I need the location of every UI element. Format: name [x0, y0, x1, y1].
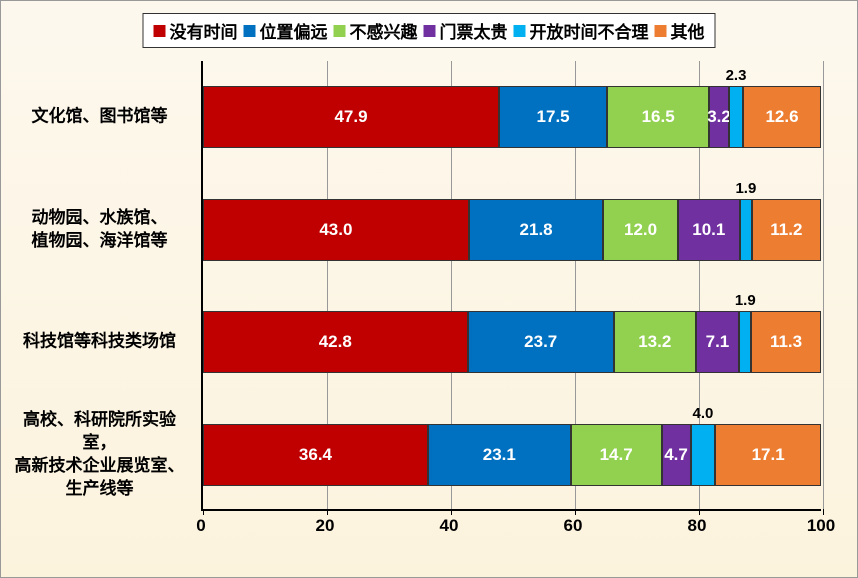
- legend-swatch: [154, 25, 166, 37]
- legend-label: 门票太贵: [440, 18, 508, 43]
- tick-mark: [451, 509, 452, 515]
- bar-segment: 47.9: [203, 86, 499, 148]
- bar-value-label: 36.4: [299, 445, 332, 465]
- bar-value-label: 11.3: [770, 332, 802, 352]
- x-tick-label: 20: [316, 516, 335, 536]
- legend: 没有时间位置偏远不感兴趣门票太贵开放时间不合理其他: [143, 13, 716, 48]
- bar-segment: 12.0: [603, 199, 677, 261]
- bar-segment: 11.2: [752, 199, 821, 261]
- legend-item: 没有时间: [154, 18, 238, 43]
- bar-segment: 13.2: [614, 311, 696, 373]
- category-label: 文化馆、图书馆等: [7, 106, 192, 129]
- bar-segment: 43.0: [203, 199, 469, 261]
- bar-segment: 16.5: [607, 86, 709, 148]
- bar-segment: 3.2: [709, 86, 729, 148]
- bar-segment: 11.3: [751, 311, 821, 373]
- bar-value-label: 12.6: [765, 107, 798, 127]
- bar-segment: 17.1: [715, 424, 821, 486]
- legend-swatch: [334, 25, 346, 37]
- x-tick-label: 80: [688, 516, 707, 536]
- bar-value-label: 42.8: [319, 332, 352, 352]
- bar-segment: 2.3: [729, 86, 743, 148]
- bar-segment: 7.1: [696, 311, 740, 373]
- legend-label: 其他: [671, 18, 705, 43]
- bar-value-label: 43.0: [319, 220, 352, 240]
- bar-row: 43.0 21.8 12.0 10.1 1.9 11.2: [203, 199, 821, 261]
- bar-value-label: 47.9: [334, 107, 367, 127]
- x-tick-label: 0: [196, 516, 205, 536]
- bar-row: 42.8 23.7 13.2 7.1 1.9 11.3: [203, 311, 821, 373]
- bar-segment: 12.6: [743, 86, 821, 148]
- bar-value-label: 23.7: [524, 332, 557, 352]
- x-tick-label: 100: [807, 516, 835, 536]
- legend-swatch: [655, 25, 667, 37]
- bar-value-label: 23.1: [483, 445, 516, 465]
- bar-segment: 4.0: [691, 424, 716, 486]
- bar-value-label: 1.9: [735, 292, 756, 309]
- bar-value-label: 16.5: [642, 107, 675, 127]
- tick-mark: [203, 509, 204, 515]
- legend-swatch: [424, 25, 436, 37]
- bar-segment: 4.7: [662, 424, 691, 486]
- category-label: 高校、科研院所实验室，高新技术企业展览室、生产线等: [7, 409, 192, 501]
- bar-value-label: 10.1: [692, 220, 725, 240]
- legend-item: 门票太贵: [424, 18, 508, 43]
- tick-mark: [699, 509, 700, 515]
- bar-row: 47.9 17.5 16.5 3.22.3 12.6: [203, 86, 821, 148]
- bar-value-label: 14.7: [600, 445, 633, 465]
- bar-value-label: 3.2: [707, 107, 731, 127]
- bar-value-label: 21.8: [520, 220, 553, 240]
- legend-label: 没有时间: [170, 18, 238, 43]
- bar-value-label: 4.0: [692, 405, 713, 422]
- legend-item: 不感兴趣: [334, 18, 418, 43]
- bar-segment: 1.9: [740, 199, 752, 261]
- legend-swatch: [514, 25, 526, 37]
- tick-mark: [823, 509, 824, 515]
- bar-value-label: 1.9: [735, 180, 756, 197]
- legend-item: 开放时间不合理: [514, 18, 649, 43]
- grid-line: [823, 61, 824, 509]
- bar-value-label: 12.0: [624, 220, 657, 240]
- bar-row: 36.4 23.1 14.7 4.74.0 17.1: [203, 424, 821, 486]
- bar-value-label: 17.5: [537, 107, 570, 127]
- bar-segment: 10.1: [678, 199, 740, 261]
- bar-value-label: 11.2: [770, 220, 802, 240]
- x-tick-label: 40: [440, 516, 459, 536]
- legend-item: 位置偏远: [244, 18, 328, 43]
- legend-label: 开放时间不合理: [530, 18, 649, 43]
- category-label: 科技馆等科技类场馆: [7, 331, 192, 354]
- legend-label: 位置偏远: [260, 18, 328, 43]
- bar-segment: 23.1: [428, 424, 571, 486]
- legend-label: 不感兴趣: [350, 18, 418, 43]
- bar-segment: 1.9: [739, 311, 751, 373]
- x-tick-label: 60: [564, 516, 583, 536]
- bar-segment: 36.4: [203, 424, 428, 486]
- plot-area: 47.917.516.53.22.312.643.021.812.010.11.…: [201, 61, 821, 511]
- bar-value-label: 2.3: [726, 67, 747, 84]
- chart-container: 没有时间位置偏远不感兴趣门票太贵开放时间不合理其他 47.9 17.5 16.5 3.…: [0, 0, 858, 578]
- legend-swatch: [244, 25, 256, 37]
- bar-value-label: 13.2: [638, 332, 671, 352]
- tick-mark: [575, 509, 576, 515]
- category-label: 动物园、水族馆、植物园、海洋馆等: [7, 207, 192, 253]
- bar-segment: 14.7: [571, 424, 662, 486]
- bar-segment: 42.8: [203, 311, 468, 373]
- bar-segment: 17.5: [499, 86, 607, 148]
- bar-segment: 21.8: [469, 199, 604, 261]
- bar-value-label: 17.1: [752, 445, 785, 465]
- tick-mark: [327, 509, 328, 515]
- bar-value-label: 4.7: [664, 445, 688, 465]
- bar-value-label: 7.1: [706, 332, 730, 352]
- legend-item: 其他: [655, 18, 705, 43]
- bar-segment: 23.7: [468, 311, 614, 373]
